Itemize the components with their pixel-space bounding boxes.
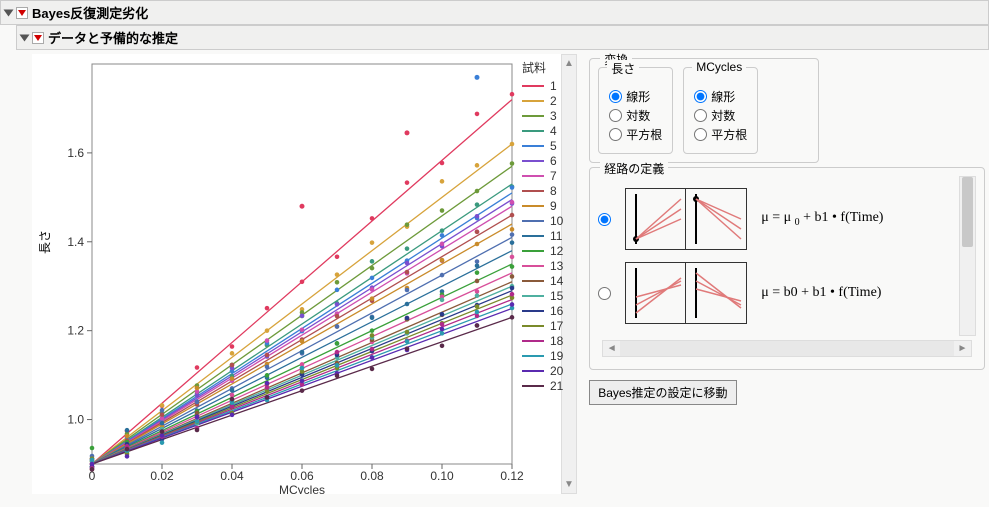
chart-svg: 00.020.040.060.080.100.12MCycles1.01.21.… [32,54,582,494]
path-vertical-scrollbar[interactable] [959,176,976,336]
svg-text:18: 18 [550,334,564,348]
scroll-left-icon[interactable]: ◄ [603,343,620,354]
path-diagram-icon [625,188,747,250]
svg-text:11: 11 [550,229,563,243]
radio-input[interactable] [609,109,622,122]
path-diagram-icon [625,262,747,324]
svg-text:5: 5 [550,139,557,153]
svg-text:21: 21 [550,379,564,393]
disclosure-icon[interactable] [20,34,30,41]
radio-label: 線形 [711,88,735,105]
svg-text:0.12: 0.12 [500,469,524,483]
svg-text:8: 8 [550,184,557,198]
path-formula: μ = b0 + b1 • f(Time) [761,285,881,301]
options-panel: 変換 長さ 線形対数平方根 MCycles 線形対数平方根 経路の定義 μ = … [585,54,989,411]
svg-text:試料: 試料 [522,60,546,75]
radio-label: 平方根 [711,126,747,143]
red-triangle-menu[interactable] [16,7,28,19]
radio-input[interactable] [609,90,622,103]
outline-sub-header: データと予備的な推定 [16,25,989,50]
radio-input[interactable] [694,90,707,103]
radio-option-ty-1[interactable]: 対数 [609,107,662,124]
radio-label: 線形 [626,88,650,105]
svg-text:6: 6 [550,154,557,168]
transform-group: 変換 長さ 線形対数平方根 MCycles 線形対数平方根 [589,58,819,163]
transform-y-group: 長さ 線形対数平方根 [598,67,673,154]
svg-text:0.06: 0.06 [290,469,314,483]
go-to-bayes-settings-button[interactable]: Bayes推定の設定に移動 [589,380,736,405]
svg-text:1.6: 1.6 [67,146,84,160]
path-group-title: 経路の定義 [600,160,668,177]
svg-text:15: 15 [550,289,564,303]
scatter-chart: 長さ 00.020.040.060.080.100.12MCycles1.01.… [32,54,561,494]
svg-text:20: 20 [550,364,564,378]
svg-text:1.0: 1.0 [67,413,84,427]
radio-label: 平方根 [626,126,662,143]
scrollbar-track[interactable] [620,341,954,356]
disclosure-icon[interactable] [4,9,14,16]
scrollbar-thumb[interactable] [962,177,973,247]
path-horizontal-scrollbar[interactable]: ◄ ► [602,340,972,357]
svg-text:19: 19 [550,349,564,363]
svg-text:1: 1 [550,79,557,93]
path-radio[interactable] [598,213,611,226]
svg-text:0.04: 0.04 [220,469,244,483]
transform-x-group: MCycles 線形対数平方根 [683,67,758,154]
path-option-0: μ = μ 0 + b1 • f(Time) [598,188,959,250]
svg-text:7: 7 [550,169,557,183]
radio-label: 対数 [711,107,735,124]
svg-text:4: 4 [550,124,557,138]
radio-input[interactable] [694,109,707,122]
path-option-1: μ = b0 + b1 • f(Time) [598,262,959,324]
svg-text:0.08: 0.08 [360,469,384,483]
svg-text:MCycles: MCycles [279,483,325,494]
svg-text:13: 13 [550,259,564,273]
svg-text:1.4: 1.4 [67,235,84,249]
radio-option-ty-0[interactable]: 線形 [609,88,662,105]
svg-text:1.2: 1.2 [67,324,84,338]
radio-input[interactable] [694,128,707,141]
svg-text:9: 9 [550,199,557,213]
outline-main-header: Bayes反復測定劣化 [0,0,989,25]
transform-x-title: MCycles [692,60,746,74]
svg-text:12: 12 [550,244,564,258]
svg-text:2: 2 [550,94,557,108]
radio-input[interactable] [609,128,622,141]
path-definition-group: 経路の定義 μ = μ 0 + b1 • f(Time)μ = b0 + b1 … [589,167,985,370]
scroll-right-icon[interactable]: ► [954,343,971,354]
svg-text:10: 10 [550,214,564,228]
radio-option-tx-1[interactable]: 対数 [694,107,747,124]
svg-text:0.02: 0.02 [150,469,174,483]
svg-text:16: 16 [550,304,564,318]
radio-option-tx-0[interactable]: 線形 [694,88,747,105]
radio-option-ty-2[interactable]: 平方根 [609,126,662,143]
svg-text:0.10: 0.10 [430,469,454,483]
red-triangle-menu[interactable] [32,32,44,44]
main-title: Bayes反復測定劣化 [32,3,148,22]
path-radio[interactable] [598,287,611,300]
radio-label: 対数 [626,107,650,124]
svg-text:17: 17 [550,319,564,333]
radio-option-tx-2[interactable]: 平方根 [694,126,747,143]
svg-text:3: 3 [550,109,557,123]
transform-y-title: 長さ [607,60,639,77]
sub-title: データと予備的な推定 [48,28,178,47]
svg-text:14: 14 [550,274,564,288]
path-formula: μ = μ 0 + b1 • f(Time) [761,210,883,228]
